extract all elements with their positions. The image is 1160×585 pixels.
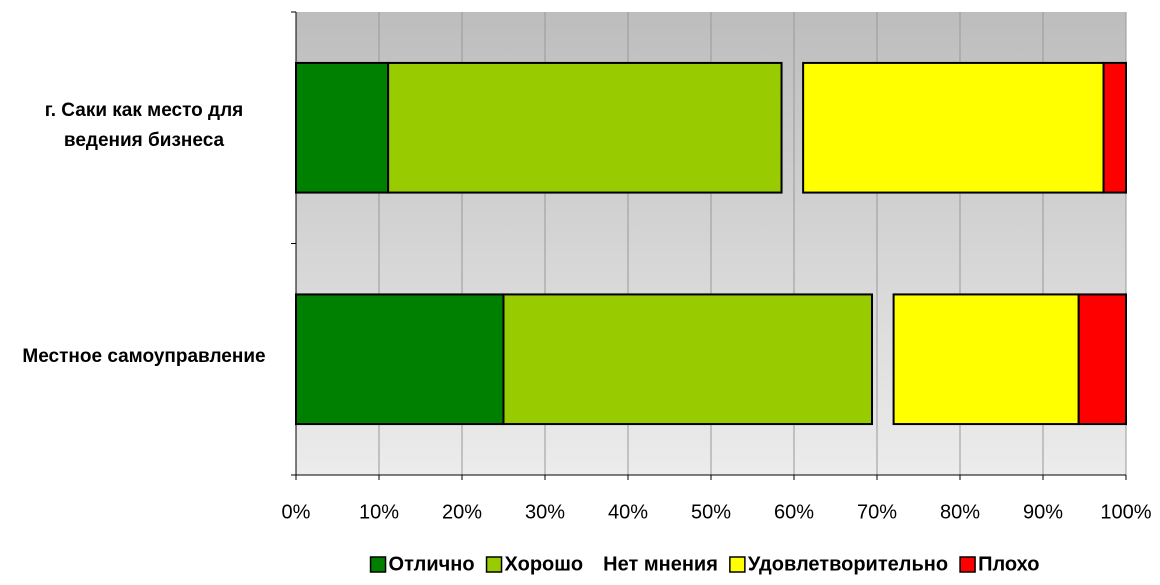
legend-label: Хорошо bbox=[505, 553, 584, 575]
y-tick-label: Местное самоуправление bbox=[22, 346, 266, 368]
bar-segment bbox=[295, 61, 390, 194]
legend-label: Отлично bbox=[389, 553, 475, 575]
x-tick-label: 20% bbox=[442, 501, 482, 523]
x-tick-label: 80% bbox=[940, 501, 980, 523]
x-tick-label: 70% bbox=[857, 501, 897, 523]
bar-segment bbox=[1102, 61, 1127, 194]
x-tick-label: 10% bbox=[359, 501, 399, 523]
legend: Отлично Хорошо Нет мнения Удовлетворительно… bbox=[369, 553, 1039, 575]
bar-segment bbox=[892, 293, 1080, 426]
legend-swatch bbox=[729, 556, 746, 573]
x-tick-label: 60% bbox=[774, 501, 814, 523]
legend-label: Удовлетворительно bbox=[748, 553, 948, 575]
legend-swatch bbox=[369, 556, 387, 573]
y-tick-label: г. Саки как место для ведения бизнеса bbox=[44, 99, 244, 151]
legend-swatch bbox=[485, 556, 503, 573]
bar-segment bbox=[502, 293, 874, 426]
x-tick-label: 100% bbox=[1100, 501, 1151, 523]
legend-label: Нет мнения bbox=[603, 553, 718, 575]
x-tick-label: 40% bbox=[608, 501, 648, 523]
bar-segment bbox=[802, 61, 1105, 194]
bar-segment bbox=[1077, 293, 1127, 426]
x-tick-label: 50% bbox=[691, 501, 731, 523]
bar-segment bbox=[387, 61, 783, 194]
x-tick-label: 30% bbox=[525, 501, 565, 523]
x-tick-label: 0% bbox=[282, 501, 311, 523]
bar-segment bbox=[295, 293, 505, 426]
x-tick-label: 90% bbox=[1023, 501, 1063, 523]
legend-label: Плохо bbox=[978, 553, 1039, 575]
legend-swatch bbox=[959, 556, 976, 573]
